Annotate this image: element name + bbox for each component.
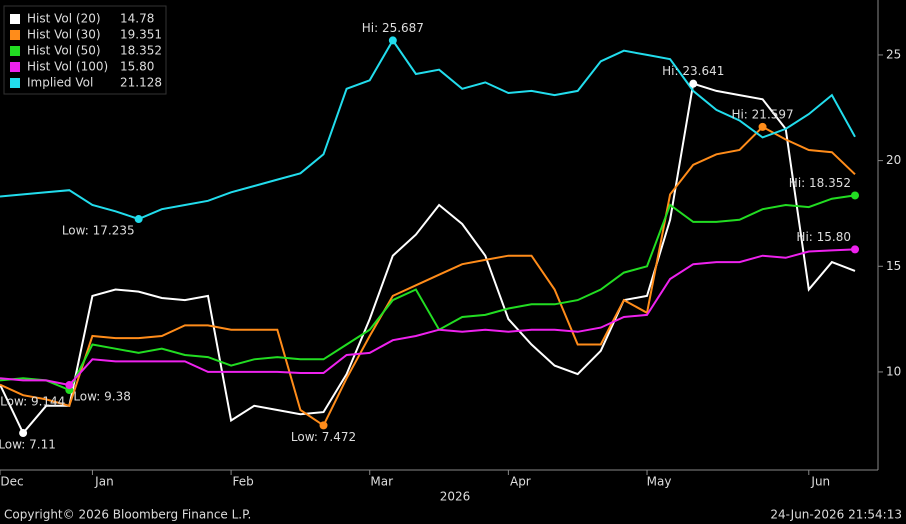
low-label: Low: 9.38: [73, 390, 131, 404]
legend-label: Implied Vol: [27, 76, 93, 90]
legend-swatch: [10, 62, 20, 72]
legend-value: 15.80: [120, 60, 154, 74]
y-tick-label: 20: [886, 153, 901, 167]
low-label: Low: 17.235: [62, 224, 135, 238]
x-axis-label: 2026: [440, 490, 471, 504]
legend-label: Hist Vol (30): [27, 28, 101, 42]
series-line: [0, 248, 856, 387]
x-tick-label: Mar: [370, 475, 393, 489]
legend-value: 21.128: [120, 76, 162, 90]
hi-label: Hi: 15.80: [796, 230, 851, 244]
low-marker: [319, 421, 328, 430]
x-tick-label: Jan: [94, 475, 114, 489]
low-marker: [134, 215, 143, 224]
series-line: [0, 125, 856, 427]
hi-marker: [689, 79, 698, 88]
legend-swatch: [10, 46, 20, 56]
footer-left: Copyright© 2026 Bloomberg Finance L.P.: [4, 508, 251, 522]
legend-swatch: [10, 78, 20, 88]
x-tick-label: May: [647, 475, 672, 489]
hi-label: Hi: 21.597: [731, 107, 793, 121]
legend-label: Hist Vol (50): [27, 44, 101, 58]
hi-label: Hi: 23.641: [662, 64, 724, 78]
x-tick-label: Feb: [232, 475, 253, 489]
low-label: Low: 9.144: [0, 395, 65, 409]
hi-marker: [851, 191, 859, 200]
y-tick-label: 25: [886, 47, 901, 61]
low-marker: [65, 381, 74, 390]
legend-box: [3, 5, 167, 95]
hi-marker: [851, 245, 859, 254]
low-marker: [19, 429, 28, 438]
legend-swatch: [10, 30, 20, 40]
y-tick-label: 15: [886, 259, 901, 273]
footer-right: 24-Jun-2026 21:54:13: [770, 508, 902, 522]
series-line: [0, 38, 856, 221]
x-tick-label: Jun: [810, 475, 830, 489]
legend-value: 18.352: [120, 44, 162, 58]
low-label: Low: 7.472: [291, 430, 356, 444]
legend-swatch: [10, 14, 20, 24]
x-tick-label: Apr: [510, 475, 531, 489]
y-tick-label: 10: [886, 364, 901, 378]
hi-marker: [388, 36, 397, 45]
series-line: [0, 194, 856, 392]
hi-label: Hi: 25.687: [362, 21, 424, 35]
series-line: [0, 82, 856, 435]
legend-value: 19.351: [120, 28, 162, 42]
hi-label: Hi: 18.352: [789, 176, 851, 190]
legend-value: 14.78: [120, 12, 154, 26]
x-tick-label: Dec: [0, 475, 23, 489]
legend-label: Hist Vol (100): [27, 60, 108, 74]
legend-label: Hist Vol (20): [27, 12, 101, 26]
hi-marker: [758, 122, 767, 131]
low-label: Low: 7.11: [0, 438, 56, 452]
